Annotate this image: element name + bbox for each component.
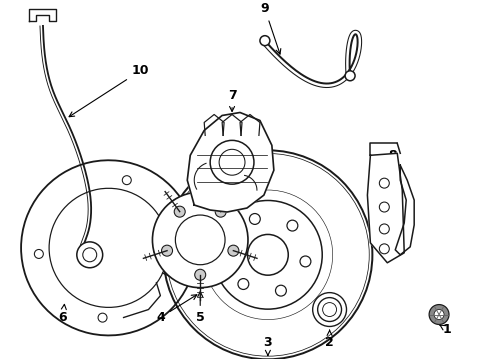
Text: 10: 10	[69, 64, 149, 117]
Circle shape	[345, 71, 354, 81]
Circle shape	[215, 206, 226, 217]
Circle shape	[224, 243, 235, 254]
Text: 6: 6	[59, 305, 67, 324]
Circle shape	[428, 305, 448, 324]
Polygon shape	[394, 165, 413, 255]
Circle shape	[260, 36, 269, 46]
Circle shape	[227, 245, 238, 256]
Text: 5: 5	[195, 292, 204, 324]
Text: 3: 3	[263, 336, 272, 355]
Circle shape	[300, 256, 310, 267]
Circle shape	[286, 220, 297, 231]
Circle shape	[210, 140, 253, 184]
Circle shape	[238, 279, 248, 289]
Circle shape	[194, 269, 205, 280]
Text: 9: 9	[260, 3, 280, 54]
Circle shape	[433, 310, 443, 319]
Polygon shape	[29, 9, 56, 21]
Circle shape	[175, 215, 224, 265]
Circle shape	[174, 206, 185, 217]
Text: 2: 2	[325, 330, 333, 349]
Polygon shape	[366, 153, 404, 263]
Polygon shape	[187, 112, 273, 212]
Text: 1: 1	[439, 323, 450, 336]
Text: 4: 4	[156, 295, 196, 324]
Text: 7: 7	[227, 89, 236, 112]
Circle shape	[249, 213, 260, 224]
Circle shape	[152, 192, 247, 288]
Text: 8: 8	[387, 149, 396, 162]
Circle shape	[275, 285, 286, 296]
Circle shape	[161, 245, 172, 256]
Circle shape	[247, 234, 287, 275]
Circle shape	[77, 242, 102, 268]
Circle shape	[213, 201, 322, 309]
